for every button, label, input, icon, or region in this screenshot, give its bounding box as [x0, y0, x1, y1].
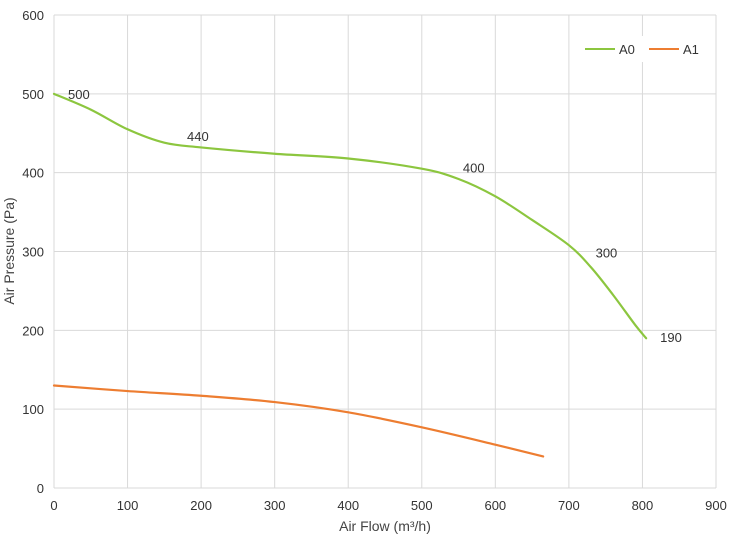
y-tick-label: 400 [22, 166, 44, 181]
x-tick-label: 600 [484, 498, 506, 513]
legend: A0 A1 [575, 36, 707, 62]
x-tick-label: 200 [190, 498, 212, 513]
series-line-a0 [52, 92, 648, 340]
y-tick-label: 600 [22, 8, 44, 23]
data-label: 190 [660, 330, 682, 345]
y-tick-label: 300 [22, 245, 44, 260]
data-label: 440 [187, 129, 209, 144]
data-labels: 500 440 400 300 190 [68, 87, 682, 345]
data-label: 400 [463, 161, 485, 176]
series-lines [52, 92, 648, 458]
legend-label-a1: A1 [683, 42, 699, 57]
x-tick-label: 900 [705, 498, 727, 513]
grid-lines [53, 14, 717, 489]
x-tick-label: 500 [411, 498, 433, 513]
x-axis-ticks: 0 100 200 300 400 500 600 700 800 900 [50, 498, 726, 513]
series-line-a1 [52, 384, 545, 458]
y-tick-label: 500 [22, 87, 44, 102]
x-tick-label: 700 [558, 498, 580, 513]
x-tick-label: 0 [50, 498, 57, 513]
x-tick-label: 100 [117, 498, 139, 513]
y-tick-label: 200 [22, 323, 44, 338]
y-tick-label: 0 [37, 481, 44, 496]
x-tick-label: 300 [264, 498, 286, 513]
data-label: 300 [596, 246, 618, 261]
y-axis-title: Air Pressure (Pa) [1, 197, 17, 304]
x-axis-title: Air Flow (m³/h) [339, 518, 431, 534]
data-label: 500 [68, 87, 90, 102]
y-tick-label: 100 [22, 402, 44, 417]
x-tick-label: 400 [337, 498, 359, 513]
y-axis-ticks: 0 100 200 300 400 500 600 [22, 8, 44, 496]
x-tick-label: 800 [632, 498, 654, 513]
legend-label-a0: A0 [619, 42, 635, 57]
